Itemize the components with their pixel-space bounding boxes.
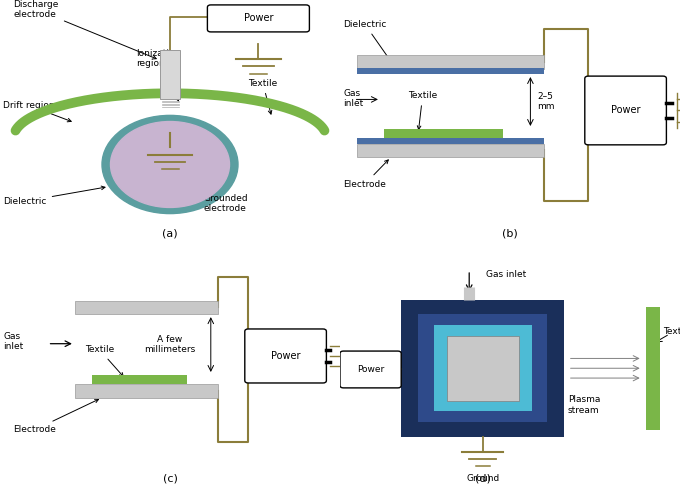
Text: Dielectric: Dielectric <box>3 186 105 206</box>
Text: Plasma
stream: Plasma stream <box>568 395 600 415</box>
Text: Textile: Textile <box>248 79 277 114</box>
Text: Gas
inlet: Gas inlet <box>3 331 24 351</box>
Bar <box>434 325 532 411</box>
Text: Gas inlet: Gas inlet <box>486 271 526 279</box>
Text: 2–5
mm: 2–5 mm <box>537 92 555 111</box>
FancyBboxPatch shape <box>585 76 666 145</box>
Bar <box>92 375 187 384</box>
Text: Dielectric: Dielectric <box>343 20 396 68</box>
Text: Gas
inlet: Gas inlet <box>343 88 364 108</box>
Circle shape <box>102 115 238 214</box>
Text: Electrode: Electrode <box>14 399 99 434</box>
Bar <box>75 300 218 314</box>
Bar <box>447 336 518 402</box>
Text: Electrode: Electrode <box>343 160 388 189</box>
Text: Textile: Textile <box>663 327 680 336</box>
Bar <box>160 51 180 100</box>
Text: Discharge
electrode: Discharge electrode <box>14 0 156 59</box>
Bar <box>357 55 544 69</box>
Bar <box>418 314 547 422</box>
Text: Textile: Textile <box>85 345 123 377</box>
Text: Ground: Ground <box>466 474 499 483</box>
Text: Drift region: Drift region <box>3 101 71 122</box>
Text: Textile: Textile <box>408 91 437 130</box>
Text: Power: Power <box>271 351 301 361</box>
Text: Power: Power <box>357 365 384 374</box>
Bar <box>357 138 544 144</box>
FancyBboxPatch shape <box>245 329 326 383</box>
Text: (a): (a) <box>163 228 177 238</box>
Bar <box>401 300 564 437</box>
Bar <box>646 307 660 430</box>
Text: Power: Power <box>611 106 641 115</box>
FancyBboxPatch shape <box>207 5 309 32</box>
Bar <box>357 69 544 74</box>
Text: (d): (d) <box>475 474 491 484</box>
FancyBboxPatch shape <box>340 351 401 388</box>
Bar <box>75 384 218 398</box>
Circle shape <box>110 122 230 207</box>
Bar <box>384 129 503 138</box>
Text: Grounded
electrode: Grounded electrode <box>204 175 249 213</box>
Text: A few
millimeters: A few millimeters <box>144 335 196 355</box>
Bar <box>357 144 544 157</box>
Text: Ionization
region: Ionization region <box>136 49 180 101</box>
Text: (b): (b) <box>502 228 518 238</box>
Text: Power: Power <box>243 13 273 24</box>
Text: (c): (c) <box>163 474 177 484</box>
